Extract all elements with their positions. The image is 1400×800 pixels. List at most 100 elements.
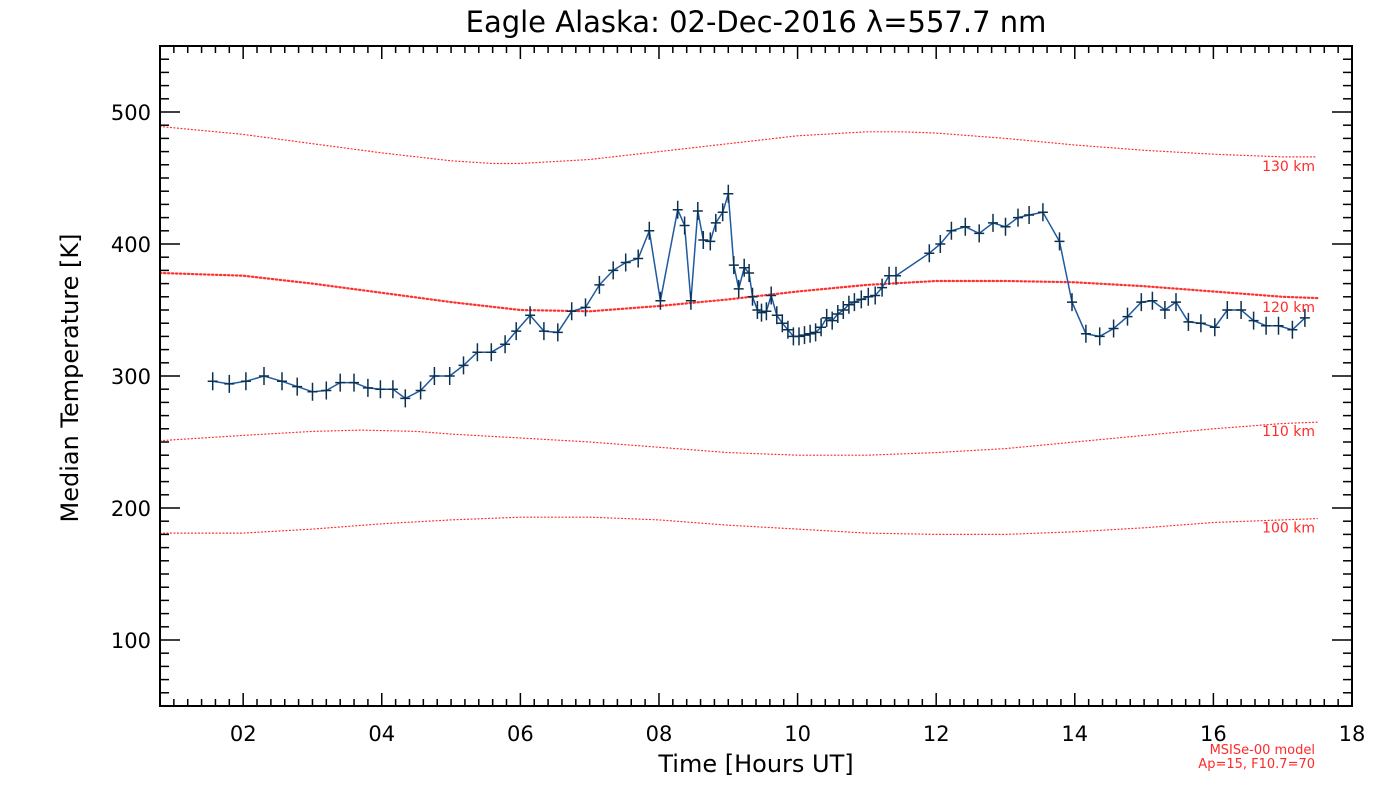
data-point [728, 256, 739, 275]
data-point [1261, 316, 1272, 335]
data-point [832, 305, 843, 323]
data-point [1136, 293, 1147, 312]
data-point [525, 306, 536, 325]
x-tick-label: 08 [646, 722, 673, 746]
data-point [799, 326, 810, 345]
data-point [335, 373, 346, 392]
data-point [805, 324, 816, 343]
data-point [458, 356, 469, 375]
data-point [633, 249, 644, 268]
data-point [552, 323, 563, 342]
data-point [1013, 208, 1023, 227]
model-curve [158, 271, 1319, 313]
data-point [486, 343, 497, 362]
data-point [733, 279, 744, 298]
y-axis-label: Median Temperature [K] [56, 233, 84, 522]
data-point [960, 217, 971, 236]
data-point [1209, 318, 1220, 337]
measured-series [207, 184, 1310, 408]
data-point [761, 302, 772, 321]
data-point [1067, 293, 1077, 312]
data-point [1222, 301, 1233, 319]
data-point [415, 381, 426, 400]
x-tick-label: 16 [1200, 722, 1227, 746]
data-point [766, 286, 777, 305]
data-point [924, 244, 935, 263]
data-point [974, 224, 985, 243]
data-point [870, 286, 881, 305]
data-point [594, 275, 605, 294]
data-point [1122, 307, 1133, 326]
data-point [387, 380, 398, 399]
data-point [1171, 293, 1181, 312]
data-point [771, 306, 782, 325]
data-point [277, 372, 287, 391]
y-tick-label: 200 [111, 497, 151, 521]
model-curve [159, 125, 1318, 165]
data-point [816, 318, 827, 337]
data-point [1080, 324, 1091, 343]
data-point [717, 203, 728, 222]
data-point [292, 377, 303, 396]
data-point [1287, 320, 1298, 339]
data-point [747, 287, 758, 306]
data-point [756, 303, 767, 322]
data-point [698, 231, 709, 249]
data-point [752, 301, 763, 319]
plot-frame: 02 04 06 08 10 12 14 16 18 100 200 300 400 500 [111, 45, 1365, 746]
x-tick-label: 12 [923, 722, 950, 746]
data-point [240, 372, 251, 391]
y-tick-label: 100 [111, 629, 151, 653]
model-note-line-2: Ap=15, F10.7=70 [1198, 757, 1315, 772]
data-point [655, 291, 666, 310]
data-point [1248, 311, 1259, 330]
data-point [794, 327, 804, 346]
data-point [810, 323, 821, 342]
x-tick-label: 14 [1061, 722, 1088, 746]
chart-title: Eagle Alaska: 02-Dec-2016 λ=557.7 nm [466, 5, 1047, 39]
data-point [1159, 301, 1170, 319]
model-note-line-1: MSISe-00 model [1210, 743, 1315, 758]
data-point [307, 382, 318, 401]
data-point [821, 308, 832, 327]
data-point [321, 381, 332, 400]
data-point [838, 301, 849, 319]
data-point [375, 380, 386, 399]
data-point [827, 311, 838, 330]
data-point [710, 213, 721, 232]
data-point [500, 335, 511, 354]
data-point [782, 320, 793, 339]
data-point [538, 322, 549, 341]
data-point [1273, 316, 1284, 335]
data-point [1147, 291, 1158, 310]
model-curve-label: 130 km [1262, 159, 1315, 175]
plot-border [159, 45, 1353, 707]
model-curve [159, 516, 1318, 536]
data-point [1299, 308, 1310, 327]
model-curve-label: 120 km [1262, 300, 1315, 316]
data-point [580, 298, 591, 317]
data-point [224, 374, 235, 393]
data-point [511, 322, 522, 341]
data-point [705, 232, 716, 251]
data-point [362, 378, 373, 397]
model-curve [159, 421, 1318, 456]
data-point [1236, 301, 1247, 319]
data-point [935, 235, 946, 253]
data-point [1195, 314, 1206, 333]
model-curves: 130 km 120 km 110 km 100 km [158, 125, 1319, 537]
x-tick-label: 04 [368, 722, 395, 746]
data-point [685, 291, 696, 310]
data-point [400, 389, 411, 408]
data-point [429, 367, 440, 385]
data-point [777, 314, 788, 333]
data-point [988, 213, 998, 232]
data-point [620, 253, 631, 272]
data-point [672, 200, 683, 219]
data-point [946, 221, 957, 240]
x-tick-label: 10 [784, 722, 811, 746]
data-point [1037, 203, 1048, 222]
data-point [877, 278, 888, 297]
x-tick-label: 06 [507, 722, 534, 746]
